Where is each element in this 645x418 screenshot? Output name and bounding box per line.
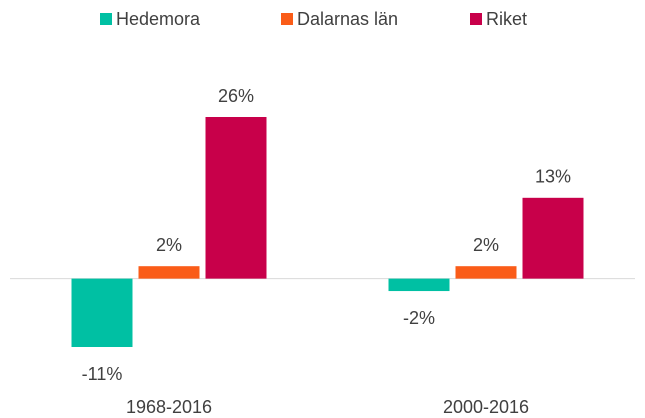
bar <box>138 266 200 279</box>
legend-label: Dalarnas län <box>297 9 398 29</box>
bar <box>71 278 133 347</box>
bar <box>522 197 584 279</box>
legend-label: Hedemora <box>116 9 201 29</box>
bar <box>388 278 450 292</box>
data-label: 26% <box>218 86 254 106</box>
data-label: -2% <box>403 308 435 328</box>
data-label: -11% <box>82 364 123 384</box>
data-label: 2% <box>473 235 499 255</box>
bar <box>455 266 517 279</box>
x-tick-label: 2000-2016 <box>443 397 529 417</box>
legend-swatch <box>281 13 293 25</box>
legend-swatch <box>100 13 112 25</box>
bar <box>205 117 267 279</box>
data-label: 2% <box>156 235 182 255</box>
legend-label: Riket <box>486 9 527 29</box>
x-tick-label: 1968-2016 <box>126 397 212 417</box>
legend-swatch <box>470 13 482 25</box>
data-label: 13% <box>535 167 571 187</box>
